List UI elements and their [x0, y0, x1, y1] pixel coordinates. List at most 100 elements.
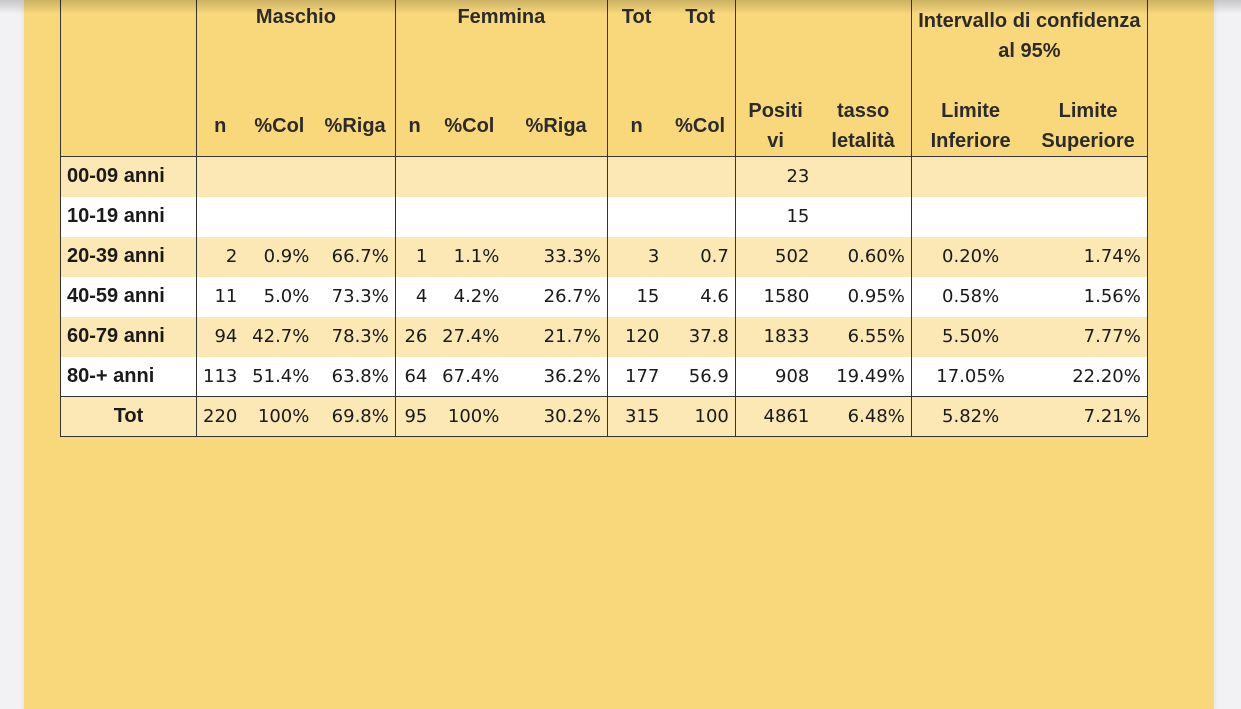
cell-f-n: 4 [415, 286, 428, 307]
cell-m-col [243, 197, 315, 237]
cell-m-col: 5.0% [263, 286, 310, 307]
row-label: 00-09 anni [60, 156, 197, 197]
cell-m-col: 100% [257, 406, 310, 427]
cell-t-n: 315 [625, 406, 660, 427]
cell-m-riga [315, 156, 396, 197]
cell-lim-sup [1029, 196, 1148, 237]
cell-positivi: 23 [786, 166, 810, 188]
sub-lim-sup: Limite Superiore [1029, 96, 1148, 157]
cell-lim-inf: 17.05% [936, 365, 1005, 387]
cell-t-col [665, 156, 736, 197]
row-label: 60-79 anni [60, 316, 197, 357]
cell-m-riga: 73.3% [315, 276, 396, 317]
cell-tasso: 6.55% [815, 316, 912, 357]
cell-m-col: 0.9% [263, 246, 310, 267]
cell-f-riga [505, 196, 608, 237]
cell-m-n: 113 [203, 365, 238, 387]
cell-positivi: 1833 [763, 326, 810, 347]
cell-t-col [665, 196, 736, 237]
cell-f-n: 95 [404, 406, 428, 427]
cell-m-n [197, 197, 244, 237]
cell-m-n [197, 157, 244, 197]
sub-lim-inf: Limite Inferiore [911, 96, 1030, 157]
cell-f-riga: 36.2% [505, 356, 608, 397]
cell-f-col: 27.4% [442, 326, 500, 347]
cell-f-col: 67.4% [442, 365, 500, 387]
cell-lim-sup: 1.74% [1029, 236, 1148, 277]
header-maschio: Maschio [196, 0, 396, 96]
cell-lim-sup: 7.77% [1029, 316, 1148, 357]
cell-lim-sup: 7.21% [1029, 396, 1148, 437]
cell-t-n [607, 197, 665, 237]
lethality-table: Maschio Femmina Tot Tot Intervallo di co… [60, 0, 1148, 437]
cell-f-n [395, 157, 433, 197]
header-intervallo: Intervallo di confidenza al 95% [911, 0, 1148, 96]
cell-t-col: 0.7 [665, 236, 736, 277]
cell-m-col [243, 157, 315, 197]
cell-m-n: 220 [203, 406, 238, 427]
cell-tasso: 0.60% [815, 236, 912, 277]
cell-f-riga: 26.7% [505, 276, 608, 317]
sub-m-col: %Col [243, 96, 316, 157]
sub-f-riga: %Riga [505, 96, 608, 157]
cell-lim-inf: 5.50% [942, 326, 1000, 347]
row-label-header [60, 96, 197, 157]
cell-t-n: 177 [625, 365, 660, 387]
total-row: Tot 220 100% 69.8% 95 100% 30.2% 315 100 4861 6.48… [60, 396, 1148, 437]
cell-t-col: 100 [665, 396, 736, 437]
header-blank [735, 0, 912, 96]
cell-f-col [433, 157, 505, 197]
row-label: 10-19 anni [60, 196, 197, 237]
corner-cell [60, 0, 197, 96]
cell-lim-inf [911, 197, 1029, 237]
cell-f-riga: 21.7% [505, 316, 608, 357]
row-label: 40-59 anni [60, 276, 197, 317]
cell-m-col: 42.7% [252, 326, 310, 347]
sub-t-col: %Col [665, 96, 736, 157]
cell-t-col: 4.6 [665, 276, 736, 317]
document-page: Maschio Femmina Tot Tot Intervallo di co… [24, 0, 1214, 709]
cell-positivi: 908 [775, 365, 810, 387]
cell-m-n: 2 [225, 246, 238, 267]
cell-tasso: 19.49% [815, 356, 912, 397]
table-row: 40-59 anni 11 5.0% 73.3% 4 4.2% 26.7% 15 4.6 1580… [60, 276, 1148, 317]
cell-m-riga: 63.8% [315, 356, 396, 397]
sub-tasso: tasso letalità [815, 96, 912, 157]
table-row: 60-79 anni 94 42.7% 78.3% 26 27.4% 21.7% 120 37.… [60, 316, 1148, 357]
row-label: Tot [60, 396, 197, 437]
cell-positivi: 4861 [763, 406, 810, 427]
cell-t-n: 15 [636, 286, 660, 307]
header-femmina: Femmina [395, 0, 608, 96]
cell-t-n [607, 157, 665, 197]
cell-tasso: 0.95% [815, 276, 912, 317]
cell-m-col: 51.4% [252, 365, 310, 387]
cell-lim-inf [911, 157, 1029, 197]
cell-lim-inf: 5.82% [942, 406, 1000, 427]
cell-m-n: 94 [214, 326, 238, 347]
cell-f-riga: 30.2% [505, 396, 608, 437]
cell-m-riga: 78.3% [315, 316, 396, 357]
cell-f-n [395, 197, 433, 237]
sub-positivi: Positi vi [735, 96, 816, 157]
cell-t-n: 3 [647, 246, 660, 267]
cell-m-riga: 66.7% [315, 236, 396, 277]
table-row: 80-+ anni 113 51.4% 63.8% 64 67.4% 36.2% 177 56.… [60, 356, 1148, 397]
cell-f-col [433, 197, 505, 237]
row-label: 80-+ anni [60, 356, 197, 397]
cell-m-n: 11 [214, 286, 238, 307]
sub-t-n: n [607, 96, 666, 157]
cell-f-n: 26 [404, 326, 428, 347]
cell-positivi: 1580 [763, 286, 810, 307]
cell-t-col: 56.9 [665, 356, 736, 397]
cell-lim-sup: 1.56% [1029, 276, 1148, 317]
cell-tasso [815, 156, 912, 197]
cell-lim-inf: 0.20% [942, 246, 1000, 267]
cell-f-n: 1 [415, 246, 428, 267]
cell-lim-inf: 0.58% [942, 286, 1000, 307]
cell-f-n: 64 [404, 365, 428, 387]
cell-f-riga: 33.3% [505, 236, 608, 277]
table-row: 20-39 anni 2 0.9% 66.7% 1 1.1% 33.3% 3 0.7 502 0.6… [60, 236, 1148, 277]
cell-t-col: 37.8 [665, 316, 736, 357]
cell-tasso: 6.48% [815, 396, 912, 437]
cell-tasso [815, 196, 912, 237]
